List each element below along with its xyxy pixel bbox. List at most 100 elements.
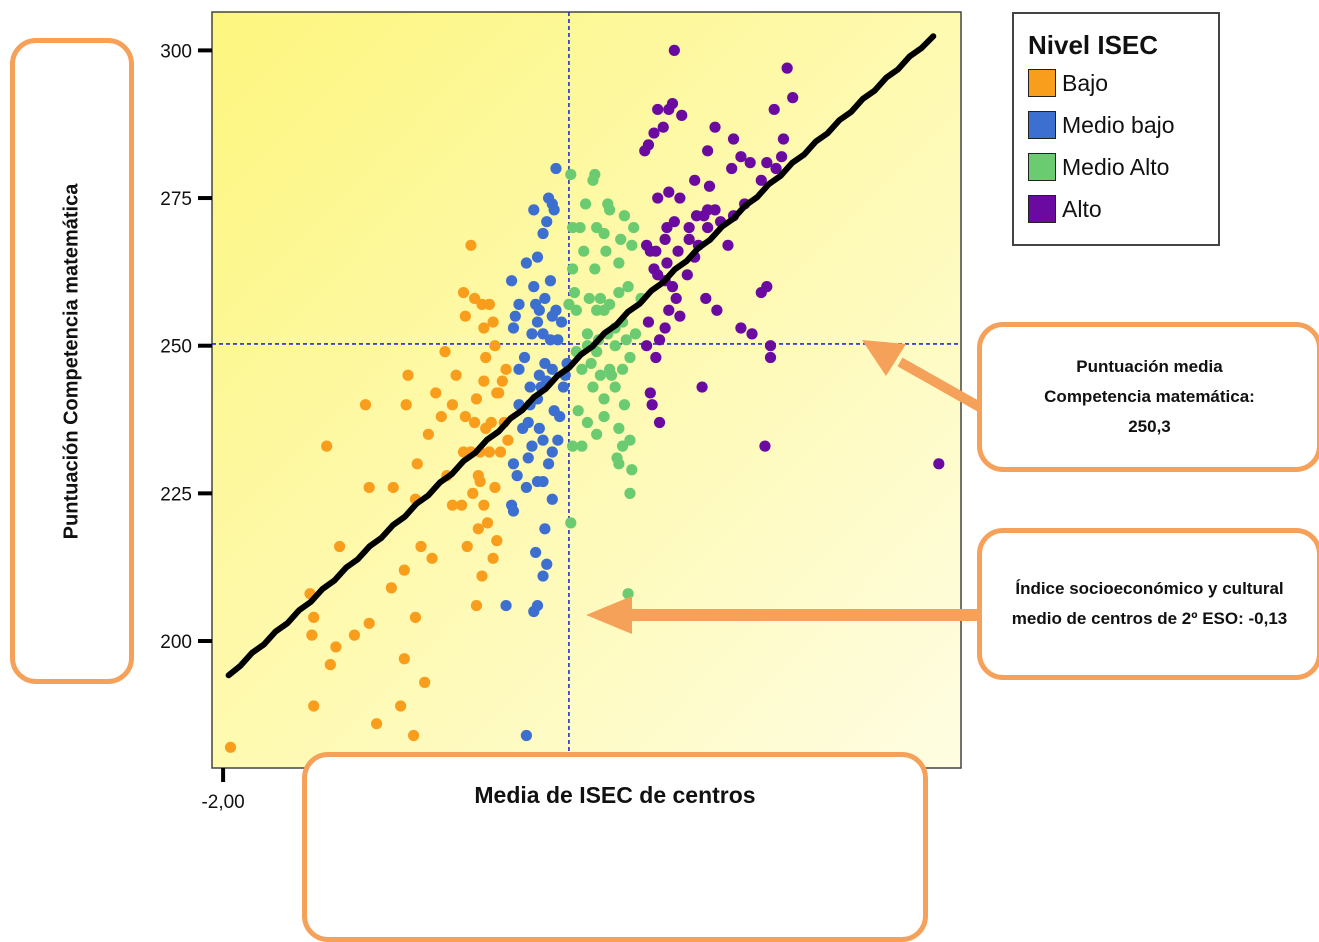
data-point-alto-9 (653, 334, 666, 346)
x-tick-label--2: -2,00 (201, 792, 244, 813)
data-point-medio-alto-42 (567, 263, 579, 275)
data-point-bajo-49 (439, 346, 451, 358)
mean-score-arrow-shaft (897, 357, 988, 415)
legend-title: Nivel ISEC (1028, 30, 1159, 60)
data-point-alto-48 (744, 157, 756, 169)
data-point-bajo-70 (496, 375, 508, 387)
data-point-medio-alto-15 (618, 399, 631, 411)
data-point-alto-44 (770, 162, 782, 175)
data-point-alto-67 (676, 109, 688, 121)
data-point-medio-bajo-36 (513, 363, 525, 375)
data-point-medio-alto-54 (628, 221, 640, 234)
data-point-alto-47 (787, 92, 799, 104)
data-point-medio-alto-16 (587, 381, 599, 393)
data-point-alto-0 (933, 458, 945, 470)
data-point-medio-alto-28 (581, 328, 594, 340)
data-point-bajo-42 (478, 375, 490, 387)
data-point-bajo-69 (470, 393, 483, 405)
legend-item-bajo: Bajo (1028, 62, 1218, 104)
data-point-medio-alto-53 (615, 233, 627, 245)
data-point-medio-bajo-56 (531, 251, 544, 263)
fit-line (225, 33, 937, 679)
data-point-alto-11 (663, 304, 675, 316)
data-point-alto-42 (755, 174, 767, 186)
data-point-medio-bajo-2 (531, 599, 544, 612)
data-point-medio-bajo-53 (530, 298, 542, 310)
legend-swatch-medio-alto (1028, 153, 1056, 181)
data-point-alto-24 (761, 281, 773, 293)
data-point-medio-bajo-7 (539, 523, 551, 535)
data-point-alto-56 (652, 192, 664, 204)
data-point-alto-29 (650, 245, 662, 257)
data-point-medio-alto-57 (602, 198, 614, 210)
y-tick-label-200: 200 (160, 632, 192, 653)
data-point-alto-17 (700, 292, 712, 305)
data-point-medio-bajo-58 (541, 216, 553, 228)
data-point-medio-bajo-35 (542, 458, 555, 470)
data-point-alto-45 (777, 133, 790, 145)
x-axis-title-box: Media de ISEC de centros (302, 752, 928, 942)
data-point-medio-bajo-48 (509, 310, 521, 322)
data-point-medio-alto-36 (583, 292, 595, 305)
data-point-medio-alto-43 (589, 263, 601, 275)
data-point-medio-alto-18 (609, 381, 621, 393)
data-point-medio-alto-37 (594, 292, 606, 305)
data-point-bajo-33 (476, 570, 488, 582)
data-point-alto-72 (768, 103, 780, 116)
data-point-medio-bajo-51 (520, 257, 532, 269)
data-point-bajo-24 (426, 552, 438, 564)
data-point-bajo-50 (430, 387, 442, 399)
data-point-bajo-65 (480, 351, 492, 364)
data-point-medio-alto-56 (579, 198, 592, 210)
data-point-alto-22 (764, 351, 777, 364)
series-medio-bajo (500, 162, 573, 742)
data-point-bajo-53 (359, 399, 372, 411)
data-point-medio-bajo-46 (550, 304, 562, 316)
data-point-bajo-52 (402, 369, 414, 381)
legend-swatch-alto (1028, 195, 1056, 223)
data-point-bajo-67 (478, 322, 490, 334)
data-point-medio-bajo-41 (531, 316, 544, 328)
data-point-medio-alto-4 (611, 452, 623, 464)
data-point-alto-26 (652, 269, 664, 281)
data-point-bajo-45 (469, 416, 481, 429)
mean-score-arrow-head (862, 340, 906, 376)
data-point-alto-19 (735, 322, 747, 334)
data-point-alto-15 (666, 281, 679, 293)
data-point-bajo-35 (481, 517, 494, 529)
data-point-medio-bajo-54 (539, 292, 551, 305)
data-point-alto-16 (681, 269, 693, 281)
data-point-medio-bajo-61 (542, 192, 555, 204)
y-tick-label-300: 300 (160, 41, 192, 62)
data-point-bajo-22 (411, 458, 423, 470)
data-point-alto-43 (761, 157, 773, 169)
data-point-alto-51 (703, 180, 716, 192)
data-point-alto-30 (659, 233, 671, 245)
data-point-alto-38 (722, 239, 734, 251)
data-point-medio-bajo-5 (541, 558, 553, 570)
data-point-alto-73 (776, 151, 788, 163)
legend-swatch-medio-bajo (1028, 111, 1056, 139)
y-tick-label-225: 225 (160, 484, 192, 505)
data-point-bajo-72 (494, 446, 507, 458)
data-point-medio-bajo-57 (537, 227, 549, 240)
data-point-bajo-54 (321, 440, 333, 452)
data-point-alto-6 (650, 351, 662, 364)
y-tick-label-250: 250 (160, 337, 192, 358)
legend-label-medio-alto: Medio Alto (1062, 153, 1170, 180)
data-point-bajo-28 (456, 499, 468, 511)
data-point-bajo-63 (502, 434, 514, 446)
data-point-bajo-32 (472, 523, 484, 535)
data-point-bajo-51 (400, 399, 412, 411)
data-point-medio-bajo-19 (533, 422, 545, 434)
data-point-alto-58 (683, 233, 695, 245)
data-point-medio-alto-1 (565, 517, 577, 529)
data-point-bajo-31 (470, 599, 483, 612)
data-point-medio-bajo-15 (546, 493, 558, 505)
data-point-medio-alto-19 (585, 357, 597, 370)
data-point-medio-alto-55 (626, 239, 638, 251)
data-point-alto-50 (726, 162, 738, 175)
y-axis-title: Puntuación Competencia matemática (60, 183, 83, 539)
data-point-medio-bajo-64 (557, 381, 569, 393)
data-point-bajo-23 (422, 428, 434, 440)
